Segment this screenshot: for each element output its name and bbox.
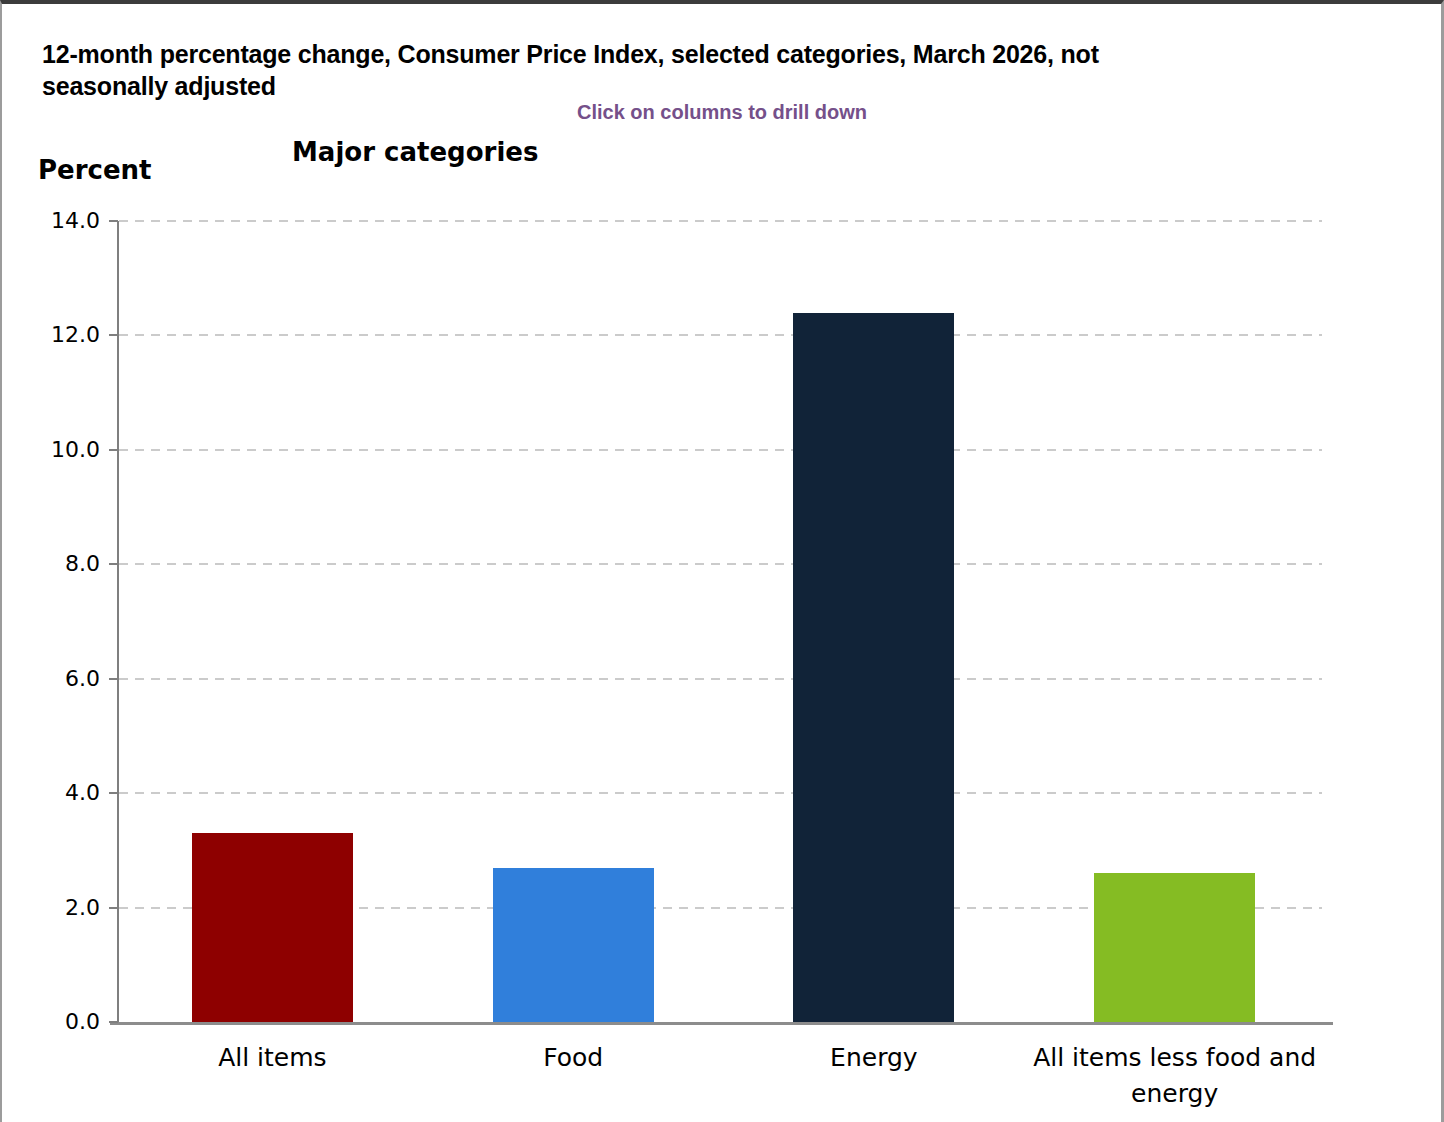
y-axis-line: [117, 221, 119, 1022]
gridline-14.0: [119, 220, 1322, 222]
bar-chart-plot-area: [119, 221, 1322, 1022]
y-tick-label-2.0: 2.0: [0, 895, 100, 921]
category-label-food: Food: [423, 1040, 723, 1076]
y-tick-label-6.0: 6.0: [0, 666, 100, 692]
x-axis-line: [110, 1022, 1333, 1025]
y-tick-12.0: [109, 334, 118, 336]
y-tick-14.0: [109, 220, 118, 222]
y-tick-2.0: [109, 907, 118, 909]
section-heading: Major categories: [292, 137, 538, 167]
y-tick-label-8.0: 8.0: [0, 551, 100, 577]
chart-title: 12-month percentage change, Consumer Pri…: [42, 38, 1312, 102]
y-tick-0.0: [109, 1021, 118, 1023]
drill-down-hint: Click on columns to drill down: [0, 101, 1444, 124]
y-tick-8.0: [109, 563, 118, 565]
category-label-energy: Energy: [724, 1040, 1024, 1076]
y-tick-label-14.0: 14.0: [0, 208, 100, 234]
gridline-10.0: [119, 449, 1322, 451]
bar-all-items-less-food-and-energy[interactable]: [1094, 873, 1255, 1022]
y-tick-label-10.0: 10.0: [0, 437, 100, 463]
bar-all-items[interactable]: [192, 833, 353, 1022]
y-tick-10.0: [109, 449, 118, 451]
y-axis-title: Percent: [38, 155, 152, 185]
y-tick-label-12.0: 12.0: [0, 322, 100, 348]
y-tick-6.0: [109, 678, 118, 680]
gridline-4.0: [119, 792, 1322, 794]
gridline-8.0: [119, 563, 1322, 565]
bar-food[interactable]: [493, 868, 654, 1022]
bar-energy[interactable]: [793, 313, 954, 1022]
gridline-6.0: [119, 678, 1322, 680]
y-tick-4.0: [109, 792, 118, 794]
y-tick-label-0.0: 0.0: [0, 1009, 100, 1035]
category-label-all-items-less-food-and-energy: All items less food and energy: [1025, 1040, 1325, 1112]
y-tick-label-4.0: 4.0: [0, 780, 100, 806]
gridline-12.0: [119, 334, 1322, 336]
category-label-all-items: All items: [122, 1040, 422, 1076]
